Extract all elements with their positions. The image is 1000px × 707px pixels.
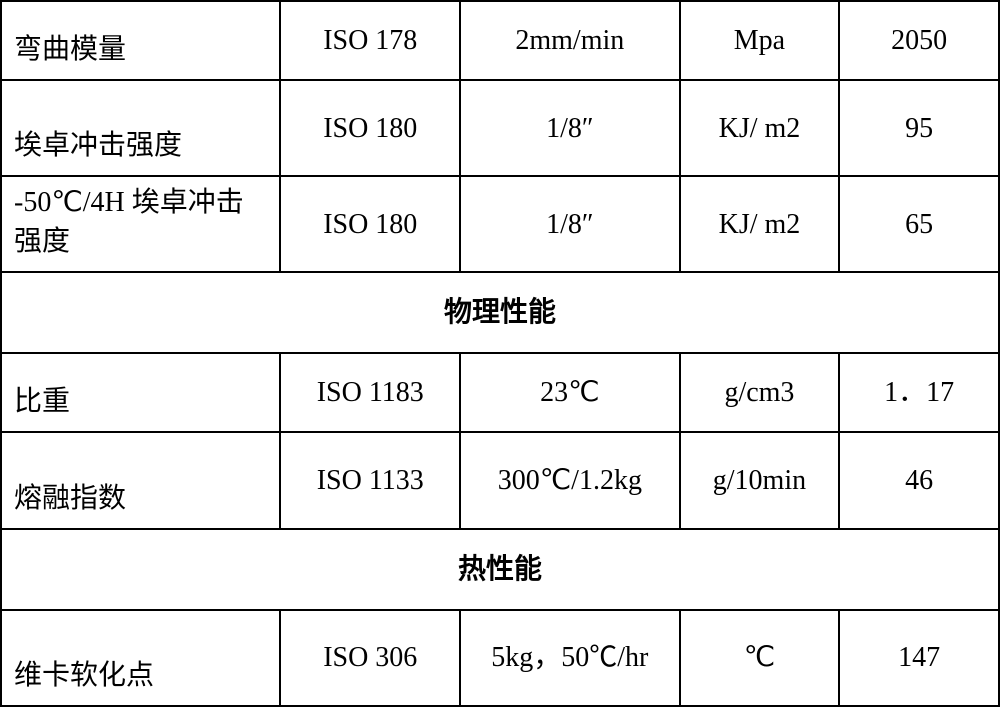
cell-condition: 5kg，50℃/hr [460,610,680,706]
cell-property: 埃卓冲击强度 [1,80,280,176]
cell-unit: KJ/ m2 [680,80,840,176]
cell-standard: ISO 1133 [280,432,460,528]
cell-property: 弯曲模量 [1,1,280,80]
table-row: -50℃/4H 埃卓冲击强度 ISO 180 1/8″ KJ/ m2 65 [1,176,999,272]
cell-value: 46 [839,432,999,528]
properties-table: 弯曲模量 ISO 178 2mm/min Mpa 2050 埃卓冲击强度 ISO… [0,0,1000,707]
table-row: 弯曲模量 ISO 178 2mm/min Mpa 2050 [1,1,999,80]
table-row: 维卡软化点 ISO 306 5kg，50℃/hr ℃ 147 [1,610,999,706]
cell-condition: 23℃ [460,353,680,432]
cell-unit: g/cm3 [680,353,840,432]
cell-condition: 1/8″ [460,176,680,272]
cell-standard: ISO 1183 [280,353,460,432]
table-row: 熔融指数 ISO 1133 300℃/1.2kg g/10min 46 [1,432,999,528]
cell-condition: 300℃/1.2kg [460,432,680,528]
cell-value: 147 [839,610,999,706]
table-container: 弯曲模量 ISO 178 2mm/min Mpa 2050 埃卓冲击强度 ISO… [0,0,1000,707]
cell-standard: ISO 178 [280,1,460,80]
cell-value: 1．17 [839,353,999,432]
cell-unit: ℃ [680,610,840,706]
cell-value: 95 [839,80,999,176]
cell-condition: 1/8″ [460,80,680,176]
cell-standard: ISO 180 [280,80,460,176]
cell-value: 65 [839,176,999,272]
cell-standard: ISO 180 [280,176,460,272]
table-row: 比重 ISO 1183 23℃ g/cm3 1．17 [1,353,999,432]
table-row: 埃卓冲击强度 ISO 180 1/8″ KJ/ m2 95 [1,80,999,176]
cell-unit: KJ/ m2 [680,176,840,272]
section-header-row: 物理性能 [1,272,999,353]
cell-standard: ISO 306 [280,610,460,706]
cell-value: 2050 [839,1,999,80]
cell-property: 比重 [1,353,280,432]
cell-property: 熔融指数 [1,432,280,528]
section-header: 物理性能 [1,272,999,353]
cell-condition: 2mm/min [460,1,680,80]
section-header: 热性能 [1,529,999,610]
section-header-row: 热性能 [1,529,999,610]
cell-unit: g/10min [680,432,840,528]
cell-property: -50℃/4H 埃卓冲击强度 [1,176,280,272]
cell-unit: Mpa [680,1,840,80]
cell-property: 维卡软化点 [1,610,280,706]
